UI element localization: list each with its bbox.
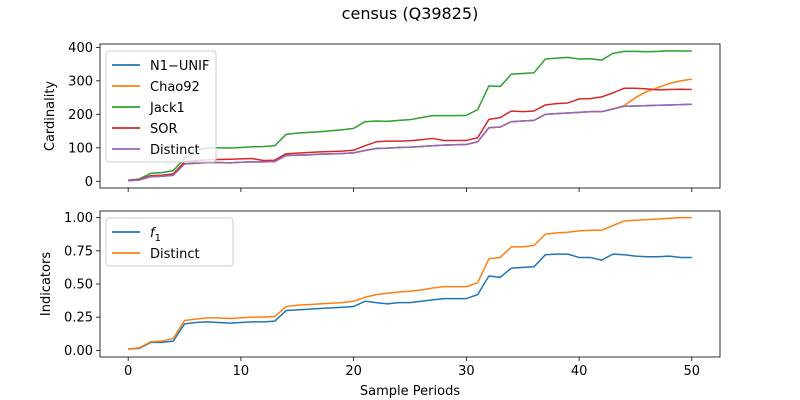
indicators-x-tick-label-4: 40 — [571, 364, 588, 379]
indicators-y-tick-label-4: 1.00 — [64, 211, 93, 226]
indicators-legend-label-1: Distinct — [150, 247, 200, 262]
cardinality-y-tick-label-0: 0 — [85, 175, 93, 190]
indicators-x-tick-label-2: 20 — [345, 364, 362, 379]
cardinality-legend-label-4: Distinct — [150, 143, 200, 158]
indicators-series-line-0 — [128, 253, 692, 350]
cardinality-y-tick-label-1: 100 — [68, 141, 93, 156]
indicators-legend-label-0: f1 — [150, 226, 161, 244]
indicators-axes: 0 10 20 30 40 50 0.00 0.25 0.50 0.75 1.00 Indicator… — [39, 210, 721, 399]
indicators-y-tick-label-1: 0.25 — [64, 311, 93, 326]
cardinality-axes: 0 100 200 300 400 Cardinality N1−UNIF Chao92 Jac… — [43, 41, 721, 192]
cardinality-legend-box — [105, 50, 217, 163]
cardinality-y-tick-label-2: 200 — [68, 108, 93, 123]
indicators-x-tick-label-0: 0 — [124, 364, 132, 379]
indicators-x-tick-label-3: 30 — [458, 364, 475, 379]
indicators-y-axis-label: Indicators — [39, 252, 54, 316]
cardinality-series-line-3 — [128, 87, 692, 182]
cardinality-series-line-2 — [128, 49, 692, 182]
indicators-x-axis-label: Sample Periods — [360, 384, 460, 399]
indicators-y-tick-label-2: 0.50 — [64, 278, 93, 293]
indicators-legend-box — [105, 217, 234, 267]
cardinality-y-tick-label-4: 400 — [68, 41, 93, 56]
cardinality-series-line-4 — [128, 103, 692, 182]
cardinality-y-axis-label: Cardinality — [43, 81, 58, 152]
indicators-x-tick-label-1: 10 — [233, 364, 250, 379]
indicators-x-tick-label-5: 50 — [684, 364, 701, 379]
figure-title: census (Q39825) — [342, 4, 479, 23]
indicators-y-tick-label-3: 0.75 — [64, 244, 93, 259]
cardinality-axes-frame — [99, 43, 721, 189]
indicators-y-tick-label-0: 0.00 — [64, 344, 93, 359]
cardinality-legend-label-0: N1−UNIF — [150, 59, 209, 74]
cardinality-legend-label-1: Chao92 — [150, 80, 200, 95]
cardinality-legend-label-2: Jack1 — [149, 101, 185, 116]
cardinality-legend-label-3: SOR — [150, 122, 178, 137]
indicators-series-line-1 — [128, 216, 692, 350]
cardinality-y-tick-label-3: 300 — [68, 74, 93, 89]
